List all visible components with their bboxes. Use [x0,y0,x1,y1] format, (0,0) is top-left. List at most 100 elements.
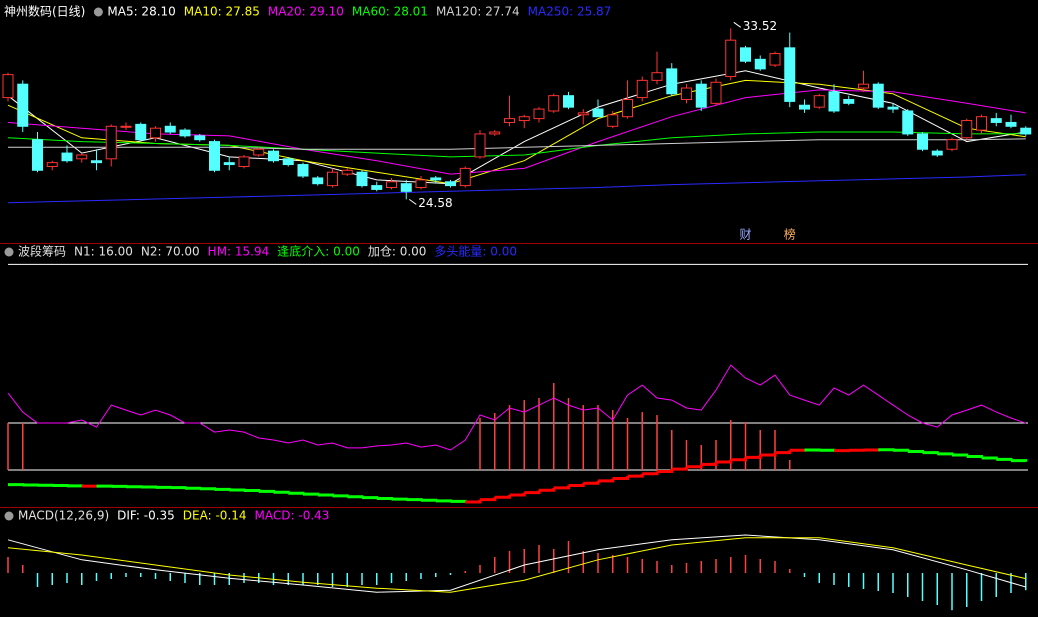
candle-body [135,123,147,141]
energy-step [244,489,261,493]
menu-icon[interactable] [93,7,103,17]
chart-title: 波段筹码 [18,244,66,259]
energy-step [435,499,452,503]
annotation-label: 33.52 [743,19,777,33]
legend-entry: N1: 16.00 [74,245,133,259]
candle-body [474,133,486,158]
legend-entry: N2: 70.00 [141,245,200,259]
energy-step [199,487,216,491]
candle-body [990,118,1002,123]
candle-body [695,83,707,108]
annotation-arrow [408,198,417,205]
energy-step [391,497,408,501]
candle-body [651,72,663,81]
candle-body [179,129,191,137]
candle-body [386,181,397,189]
candle-body [327,171,338,187]
candle-body [622,98,633,118]
legend-entry: DIF: -0.35 [117,509,175,523]
candle-body [961,120,973,139]
legend-entry: MA60: 28.01 [352,5,428,19]
candle-body [356,171,368,187]
menu-icon[interactable] [4,247,14,257]
candle-body [828,91,840,112]
legend-entry: 逢底介入: 0.00 [277,244,360,259]
event-marker[interactable]: 榜 [784,227,796,242]
candle-body [725,39,737,78]
candle-body [607,114,619,127]
candle-body [666,68,678,95]
energy-step [450,499,467,503]
candle-body [872,83,884,108]
candle-body [577,112,589,116]
energy-step [185,486,202,490]
legend-entry: DEA: -0.14 [183,509,247,523]
candle-body [459,167,471,187]
candle-body [91,160,102,164]
annotation-label: 24.58 [418,196,452,210]
candle-body [415,179,427,189]
dea-line [7,537,1026,593]
candle-body [297,164,309,177]
candle-body [592,108,604,118]
hm-line [7,364,1026,451]
legend-entry: MA5: 28.10 [107,5,175,19]
energy-step [406,498,423,502]
candle-body [636,79,648,99]
candle-body [282,158,294,166]
legend-entry: MA10: 27.85 [184,5,260,19]
candle-body [754,58,766,70]
energy-step [981,456,998,460]
candle-body [489,131,501,135]
energy-step [303,492,320,496]
chart-title: MACD(12,26,9) [18,509,109,523]
annotation-arrow [733,21,742,28]
candle-body [194,135,206,141]
dif-line [7,534,1026,593]
candle-body [371,185,383,190]
candle-body [150,127,161,139]
energy-step [878,448,895,452]
energy-step [347,495,364,499]
candle-body [518,116,530,122]
candle-body [902,110,914,135]
candle-body [1005,121,1017,127]
energy-step [258,489,275,493]
energy-step [893,448,910,452]
energy-step [317,493,334,497]
candle-body [931,150,943,156]
chart-title: 神州数码(日线) [4,4,85,19]
legend-entry: HM: 15.94 [208,245,270,259]
legend-entry: MA250: 25.87 [528,5,612,19]
candle-body [223,162,235,166]
ma-line [7,174,1026,204]
legend-entry: MA20: 29.10 [268,5,344,19]
candle-body [917,133,928,150]
candle-body [784,47,796,102]
legend-entry: 加仓: 0.00 [368,245,427,259]
menu-icon[interactable] [4,511,14,521]
candle-body [209,141,220,171]
energy-step [288,491,305,495]
candle-body [976,116,987,131]
legend-entry: MACD: -0.43 [255,509,330,523]
candle-body [504,118,515,123]
ma-line [7,131,1026,158]
candle-body [120,125,132,128]
candle-body [17,83,29,127]
energy-step [170,486,187,490]
energy-step [937,452,954,456]
candle-body [400,183,412,192]
candle-body [843,98,855,104]
candle-body [548,95,560,112]
candle-body [858,83,869,89]
candle-body [799,104,810,110]
candle-body [445,181,456,187]
event-marker[interactable]: 财 [739,228,751,242]
candle-body [946,139,958,150]
candle-body [312,177,324,185]
candle-body [341,169,353,175]
